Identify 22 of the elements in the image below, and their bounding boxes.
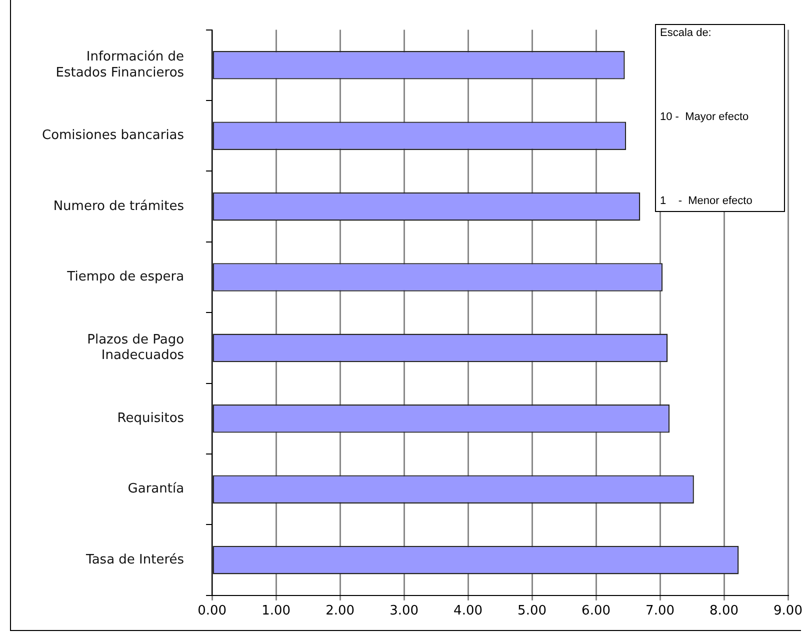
x-tick-label: 5.00 xyxy=(518,604,546,619)
y-tick-label: Comisiones bancarias xyxy=(42,128,184,144)
x-tick-label: 9.00 xyxy=(774,604,802,619)
x-tick-label: 0.00 xyxy=(198,604,227,619)
y-tick-label: Requisitos xyxy=(117,411,184,426)
y-tick-label: Numero de trámites xyxy=(53,198,184,214)
y-tick-label: Plazos de Pago Inadecuados xyxy=(87,332,184,364)
y-tick-label: Garantía xyxy=(128,482,184,497)
x-tick-label: 4.00 xyxy=(454,604,483,619)
annotation: Escala de: xyxy=(660,27,712,39)
x-tick-label: 7.00 xyxy=(646,604,674,619)
y-tick-label: Tiempo de espera xyxy=(66,270,184,285)
x-tick-label: 6.00 xyxy=(582,604,610,619)
x-tick-label: 1.00 xyxy=(262,604,291,619)
annotation: 1 - Menor efecto xyxy=(660,195,752,207)
x-tick-label: 2.00 xyxy=(326,604,355,619)
y-tick-label: Información de Estados Financieros xyxy=(56,50,184,80)
annotation: 10 - Mayor efecto xyxy=(660,111,749,123)
y-tick-label: Tasa de Interés xyxy=(85,552,184,568)
scale-note-box: Escala de: 10 - Mayor efecto 1 - Menor efecto xyxy=(655,24,785,212)
x-tick-label: 8.00 xyxy=(710,604,738,619)
x-tick-label: 3.00 xyxy=(390,604,419,619)
